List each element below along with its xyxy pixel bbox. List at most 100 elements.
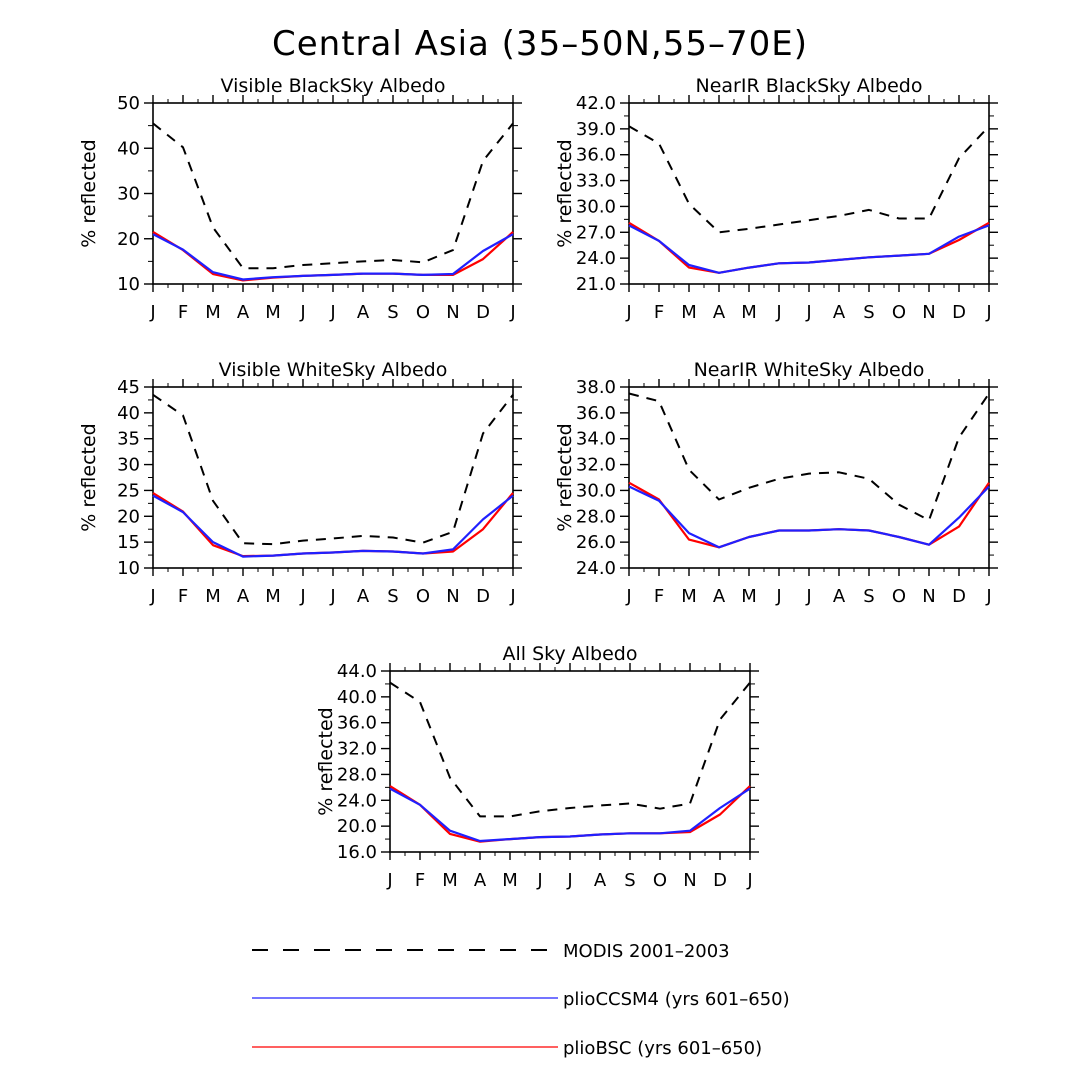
y-tick-label: 21.0 (576, 274, 616, 295)
x-tick-label: M (205, 302, 221, 323)
x-tick-label: A (237, 586, 250, 607)
y-tick-label: 34.0 (576, 429, 616, 450)
y-tick-label: 50 (117, 93, 140, 114)
x-tick-label: D (952, 586, 966, 607)
y-axis-label: % reflected (78, 139, 100, 247)
series-line-pliocssm4 (389, 787, 751, 843)
x-tick-label: J (985, 302, 991, 323)
y-tick-label: 15 (117, 532, 140, 553)
x-tick-label: J (805, 586, 811, 607)
y-tick-label: 30 (117, 184, 140, 205)
x-tick-label: N (446, 302, 459, 323)
x-tick-label: J (299, 302, 305, 323)
y-tick-label: 30 (117, 455, 140, 476)
series-line-modis (628, 125, 990, 234)
series-line-modis (152, 122, 514, 270)
series-line-pliobsc (628, 481, 990, 549)
x-tick-label: N (446, 586, 459, 607)
x-tick-label: J (805, 302, 811, 323)
x-tick-label: J (386, 870, 392, 891)
y-tick-label: 39.0 (576, 119, 616, 140)
x-tick-label: M (741, 302, 757, 323)
y-tick-label: 40 (117, 138, 140, 159)
y-tick-label: 32.0 (576, 455, 616, 476)
series-line-pliobsc (152, 231, 514, 282)
y-tick-label: 33.0 (576, 171, 616, 192)
x-tick-label: J (329, 586, 335, 607)
y-tick-label: 16.0 (337, 842, 377, 863)
panel-title: NearIR WhiteSky Albedo (694, 359, 925, 381)
y-tick-label: 28.0 (576, 506, 616, 527)
x-tick-label: D (476, 302, 490, 323)
x-tick-label: A (833, 586, 846, 607)
y-tick-label: 28.0 (337, 764, 377, 785)
x-tick-label: S (863, 586, 874, 607)
series-line-pliobsc (152, 492, 514, 558)
panel-title: Visible WhiteSky Albedo (219, 359, 448, 381)
y-tick-label: 24.0 (576, 558, 616, 579)
x-tick-label: A (474, 870, 487, 891)
y-tick-label: 30.0 (576, 480, 616, 501)
x-tick-label: A (357, 586, 370, 607)
x-tick-label: D (713, 870, 727, 891)
y-tick-label: 36.0 (576, 145, 616, 166)
x-tick-label: J (985, 586, 991, 607)
x-tick-label: O (892, 302, 906, 323)
y-axis-label: % reflected (554, 423, 576, 531)
series-line-modis (628, 392, 990, 522)
x-tick-label: J (149, 586, 155, 607)
panel-title: Visible BlackSky Albedo (221, 75, 446, 97)
x-tick-label: A (237, 302, 250, 323)
y-tick-label: 32.0 (337, 739, 377, 760)
x-tick-label: M (681, 586, 697, 607)
x-tick-label: J (746, 870, 752, 891)
y-tick-label: 36.0 (576, 403, 616, 424)
x-tick-label: A (594, 870, 607, 891)
x-tick-label: J (509, 586, 515, 607)
x-tick-label: D (476, 586, 490, 607)
legend-label-pliocssm4: plioCCSM4 (yrs 601–650) (563, 989, 790, 1010)
x-tick-label: N (922, 586, 935, 607)
y-tick-label: 26.0 (576, 532, 616, 553)
x-tick-label: A (713, 586, 726, 607)
x-tick-label: J (775, 302, 781, 323)
legend-label-modis: MODIS 2001–2003 (563, 941, 730, 962)
y-tick-label: 44.0 (337, 661, 377, 682)
y-axis-label: % reflected (315, 707, 337, 815)
y-tick-label: 30.0 (576, 196, 616, 217)
x-tick-label: S (387, 586, 398, 607)
x-tick-label: J (299, 586, 305, 607)
y-tick-label: 24.0 (576, 248, 616, 269)
y-tick-label: 40 (117, 403, 140, 424)
y-tick-label: 20 (117, 506, 140, 527)
panel-title: All Sky Albedo (503, 643, 638, 665)
x-tick-label: J (566, 870, 572, 891)
series-line-pliobsc (628, 221, 990, 274)
x-tick-label: O (653, 870, 667, 891)
series-line-pliocssm4 (628, 485, 990, 549)
x-tick-label: M (741, 586, 757, 607)
x-tick-label: M (205, 586, 221, 607)
y-tick-label: 38.0 (576, 377, 616, 398)
y-tick-label: 24.0 (337, 790, 377, 811)
x-tick-label: M (681, 302, 697, 323)
x-tick-label: J (536, 870, 542, 891)
series-line-pliocssm4 (628, 224, 990, 274)
x-tick-label: D (952, 302, 966, 323)
x-tick-label: N (922, 302, 935, 323)
y-tick-label: 42.0 (576, 93, 616, 114)
series-line-modis (152, 393, 514, 546)
x-tick-label: A (833, 302, 846, 323)
x-tick-label: M (265, 302, 281, 323)
legend: MODIS 2001–2003 plioCCSM4 (yrs 601–650) pl… (252, 941, 790, 1059)
y-tick-label: 27.0 (576, 222, 616, 243)
x-tick-label: J (149, 302, 155, 323)
plot-frame (152, 386, 514, 569)
plot-frame (152, 102, 514, 285)
x-tick-label: S (387, 302, 398, 323)
x-tick-label: J (509, 302, 515, 323)
